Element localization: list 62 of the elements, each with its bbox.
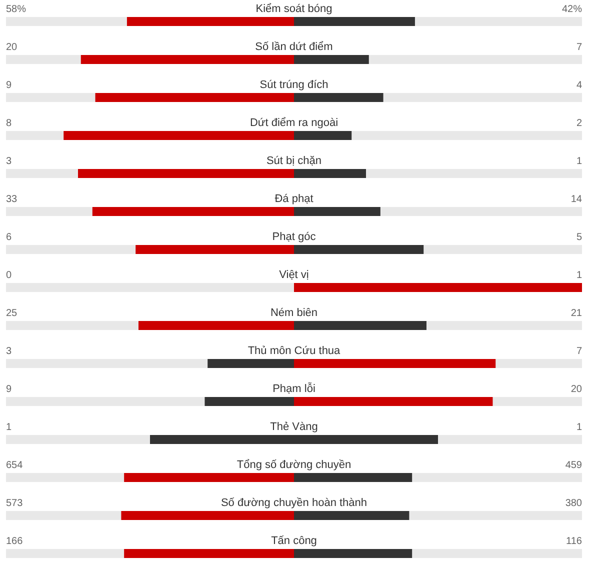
y-tick-label: Sút bị chặn — [266, 155, 322, 167]
y-tick-label: Số lần dứt điểm — [255, 41, 333, 53]
annotation: 7 — [576, 42, 582, 53]
bar — [294, 321, 426, 330]
annotation: 42% — [562, 4, 582, 15]
y-tick-label: Số đường chuyền hoàn thành — [220, 497, 368, 509]
y-tick-label: Dứt điểm ra ngoài — [250, 117, 338, 129]
text: 573 — [6, 498, 24, 509]
y-tick-label: Kiểm soát bóng — [256, 3, 332, 15]
bar — [294, 131, 352, 140]
bar — [294, 511, 410, 520]
text: 3 — [6, 156, 12, 167]
text: 9 — [6, 384, 12, 395]
bar — [294, 473, 412, 482]
bar — [136, 245, 294, 254]
text: 1 — [6, 422, 12, 433]
annotation: 4 — [576, 80, 582, 91]
annotation: 1 — [576, 156, 582, 167]
annotation: 20 — [570, 384, 582, 395]
bar — [294, 169, 366, 178]
text: 3 — [6, 346, 12, 357]
text: 25 — [6, 308, 18, 319]
y-tick-label: Tổng số đường chuyền — [236, 459, 352, 471]
annotation: 1 — [576, 270, 582, 281]
bar — [294, 17, 415, 26]
annotation: 459 — [565, 460, 582, 471]
annotation: 380 — [565, 498, 582, 509]
text: 8 — [6, 118, 12, 129]
y-tick-label: Thủ môn Cứu thua — [248, 345, 342, 357]
y-tick-label: Ném biên — [270, 307, 318, 319]
annotation: 14 — [570, 194, 582, 205]
bar — [138, 321, 294, 330]
y-tick-label: Sút trúng đích — [260, 79, 328, 91]
text: 6 — [6, 232, 12, 243]
bar — [126, 17, 294, 26]
bar — [294, 55, 369, 64]
bar — [294, 93, 384, 102]
text: 58% — [6, 4, 26, 15]
annotation: 116 — [566, 536, 582, 547]
text: 33 — [6, 194, 18, 205]
text: 20 — [6, 42, 18, 53]
bar — [124, 473, 294, 482]
bar — [121, 511, 294, 520]
y-tick-label: Đá phạt — [274, 193, 314, 205]
y-tick-label: Phạt góc — [272, 231, 316, 243]
annotation: 21 — [570, 308, 582, 319]
y-tick-label: Tấn công — [271, 535, 317, 547]
text: 166 — [6, 536, 24, 547]
bar — [294, 245, 424, 254]
annotation: 7 — [576, 346, 582, 357]
annotation: 5 — [576, 232, 582, 243]
text: 0 — [6, 270, 12, 281]
y-tick-label: Việt vị — [279, 269, 309, 281]
y-tick-label: Thẻ Vàng — [270, 421, 318, 433]
text: 654 — [6, 460, 24, 471]
annotation: 2 — [576, 118, 582, 129]
bar — [124, 549, 294, 558]
annotation: 1 — [576, 422, 582, 433]
text: 9 — [6, 80, 12, 91]
bar — [294, 207, 380, 216]
y-tick-label: Phạm lỗi — [272, 382, 316, 395]
bar — [294, 549, 412, 558]
